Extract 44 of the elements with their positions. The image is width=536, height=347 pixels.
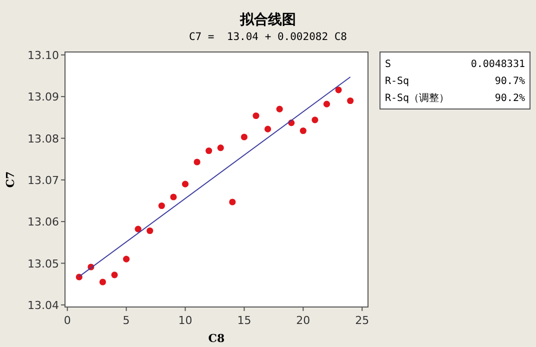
y-tick-label: 13.04	[28, 298, 59, 312]
y-tick-label: 13.06	[28, 216, 59, 229]
text: 90.2%	[494, 93, 525, 104]
point	[146, 227, 154, 234]
chart-title: 拟合线图	[239, 11, 296, 28]
point	[99, 278, 106, 286]
point	[276, 106, 283, 112]
point	[300, 127, 306, 134]
point	[158, 202, 165, 210]
y-tick-label: 13.05	[28, 257, 59, 270]
text: 0.0048331	[470, 59, 525, 70]
point	[217, 144, 224, 152]
y-tick-label: 13.08	[28, 132, 59, 146]
y-tick-label: 13.09	[28, 90, 59, 104]
point	[182, 180, 189, 188]
point	[123, 256, 130, 262]
text: 90.7%	[494, 76, 525, 87]
y-tick-label: 13.07	[28, 174, 59, 187]
point	[111, 272, 118, 278]
text: R-Sq（调整）	[385, 92, 450, 104]
point	[335, 86, 342, 94]
x-tick-label: 0	[64, 314, 71, 327]
x-tick-label: 20	[296, 314, 310, 327]
point	[194, 158, 200, 166]
y-tick-label: 13.10	[28, 48, 59, 62]
point	[252, 112, 260, 120]
text: R-Sq	[385, 76, 410, 87]
point	[264, 126, 272, 132]
point	[240, 134, 248, 140]
point	[229, 198, 236, 206]
point	[206, 147, 212, 154]
x-tick-label: 10	[178, 314, 192, 327]
y-axis-title: C7	[4, 171, 17, 188]
x-tick-label: 25	[355, 314, 370, 327]
x-axis-title: C8	[208, 332, 226, 345]
x-tick-label: 15	[237, 314, 252, 327]
point	[134, 226, 142, 232]
point	[347, 97, 354, 104]
point	[323, 100, 330, 108]
point	[170, 194, 177, 200]
point	[312, 116, 318, 124]
x-tick-label: 5	[122, 314, 130, 327]
text: S	[385, 59, 392, 70]
chart-subtitle: C7 = 13.04 + 0.002082 C8	[188, 31, 348, 43]
